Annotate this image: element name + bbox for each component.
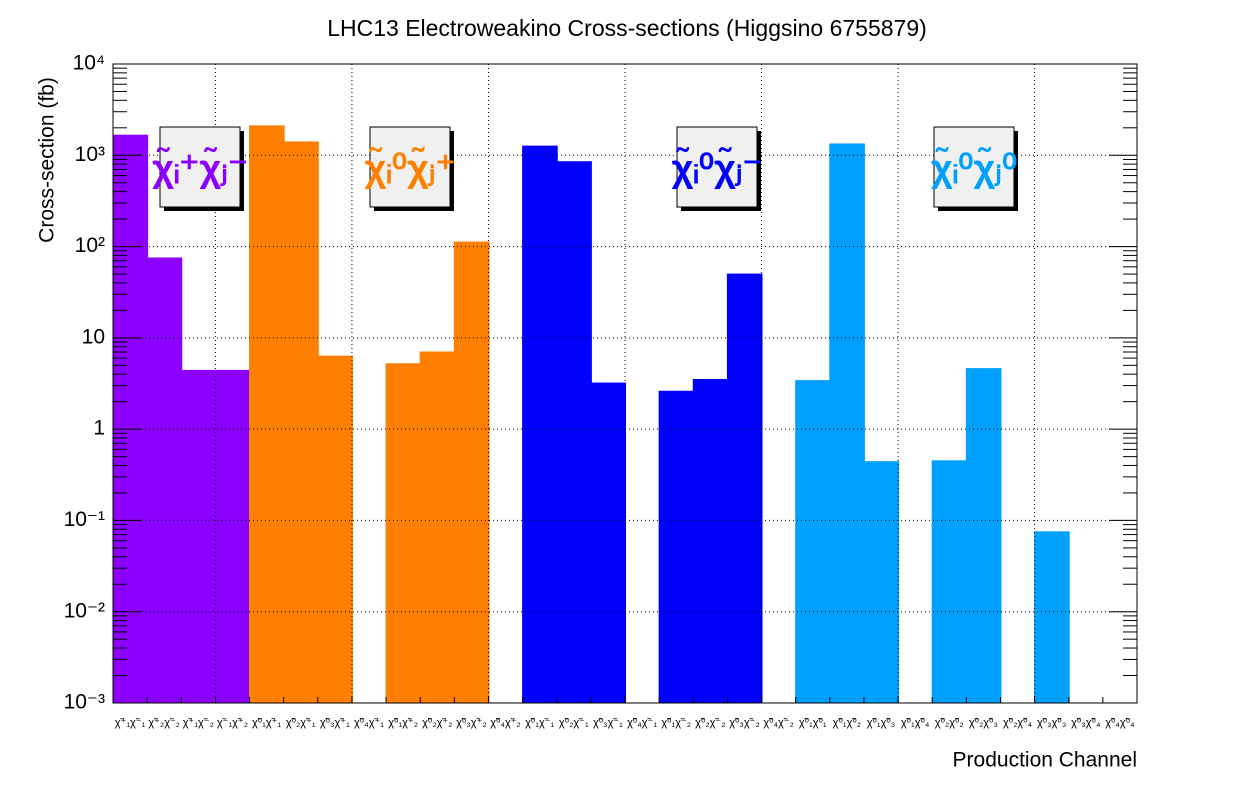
y-tick-label: 10 xyxy=(82,325,105,348)
x-tick-label: χ̃⁰₄χ̃⁻₁ xyxy=(627,717,657,729)
bar xyxy=(214,369,251,704)
x-tick-label: χ̃⁺₁χ̃⁻₁ xyxy=(115,717,146,729)
bar xyxy=(965,368,1002,704)
x-tick-label: χ̃⁰₃χ̃⁻₁ xyxy=(593,717,623,729)
bar xyxy=(317,355,353,704)
x-tick-label: χ̃⁰₁χ̃⁺₁ xyxy=(252,717,281,729)
x-tick-label: χ̃⁰₂χ̃⁻₁ xyxy=(559,717,589,729)
bar xyxy=(658,390,695,704)
bar xyxy=(180,369,217,704)
bar xyxy=(249,125,285,704)
x-tick-label: χ̃⁰₁χ̃⁻₂ xyxy=(661,717,691,729)
x-tick-label: χ̃⁰₂χ̃⁺₂ xyxy=(422,717,452,729)
x-tick-label: χ̃⁰₁χ̃⁰₃ xyxy=(867,717,896,729)
y-tick-label: 1 xyxy=(93,417,105,440)
bar xyxy=(112,134,149,704)
y-tick-label: 10³ xyxy=(75,143,105,166)
bar xyxy=(692,378,729,704)
bar xyxy=(283,141,319,704)
y-axis-label: Cross-section (fb) xyxy=(36,77,59,243)
x-tick-label: χ̃⁰₁χ̃⁰₁ xyxy=(799,717,827,729)
y-tick-label: 10² xyxy=(75,234,105,257)
x-tick-label: χ̃⁰₁χ̃⁻₁ xyxy=(525,717,554,729)
x-tick-label: χ̃⁰₂χ̃⁻₂ xyxy=(695,717,725,729)
bar xyxy=(931,460,968,704)
group-label: χ̃ᵢ⁰χ̃ⱼ⁻ xyxy=(671,146,762,190)
bar xyxy=(146,257,183,704)
label-box xyxy=(159,126,241,208)
group-label: χ̃ᵢ⁰χ̃ⱼ⁰ xyxy=(931,146,1017,190)
bar xyxy=(522,145,558,704)
chart-title: LHC13 Electroweakino Cross-sections (Hig… xyxy=(327,15,927,41)
bar xyxy=(556,161,592,704)
group-label: χ̃ᵢ⁰χ̃ⱼ⁺ xyxy=(364,146,455,190)
x-tick-label: χ̃⁺₂χ̃⁻₂ xyxy=(148,717,180,729)
y-tick-label: 10⁻¹ xyxy=(64,508,105,531)
bar xyxy=(419,351,456,704)
bar xyxy=(453,241,490,704)
bar xyxy=(863,461,900,704)
x-tick-label: χ̃⁰₄χ̃⁺₂ xyxy=(490,717,521,729)
bar xyxy=(829,143,865,704)
bar xyxy=(795,380,831,704)
x-tick-label: χ̃⁰₃χ̃⁰₄ xyxy=(1071,717,1101,729)
x-tick-label: χ̃⁰₂χ̃⁺₁ xyxy=(286,717,316,729)
x-tick-label: χ̃⁰₁χ̃⁰₄ xyxy=(901,717,930,729)
bar xyxy=(726,273,763,704)
plot-frame xyxy=(112,63,1138,704)
x-tick-label: χ̃⁰₂χ̃⁰₂ xyxy=(935,717,964,729)
group-label: χ̃ᵢ⁺χ̃ⱼ⁻ xyxy=(152,146,248,190)
x-axis-label: Production Channel xyxy=(953,749,1137,772)
y-tick-label: 10⁻² xyxy=(64,599,105,622)
y-tick-label: 10⁻³ xyxy=(64,691,105,714)
bar xyxy=(385,363,422,704)
x-tick-label: χ̃⁻₁χ̃⁺₂ xyxy=(217,717,248,729)
bar xyxy=(1034,531,1070,704)
bar xyxy=(590,382,626,704)
label-box xyxy=(933,126,1015,208)
x-tick-label: χ̃⁰₃χ̃⁺₁ xyxy=(320,717,350,729)
x-tick-label: χ̃⁰₃χ̃⁻₂ xyxy=(729,717,760,729)
x-tick-label: χ̃⁰₂χ̃⁰₃ xyxy=(969,717,998,729)
x-tick-label: χ̃⁰₄χ̃⁺₁ xyxy=(354,717,384,729)
x-tick-label: χ̃⁰₂χ̃⁰₄ xyxy=(1003,717,1033,729)
x-tick-label: χ̃⁰₃χ̃⁰₃ xyxy=(1037,717,1066,729)
label-box xyxy=(676,126,758,208)
x-tick-label: χ̃⁰₄χ̃⁰₄ xyxy=(1105,717,1135,729)
x-tick-label: χ̃⁰₄χ̃⁻₂ xyxy=(763,717,794,729)
x-tick-label: χ̃⁰₁χ̃⁺₂ xyxy=(388,717,418,729)
x-tick-label: χ̃⁰₃χ̃⁺₂ xyxy=(456,717,487,729)
y-tick-label: 10⁴ xyxy=(73,52,105,75)
label-box xyxy=(369,126,451,208)
x-tick-label: χ̃⁺₁χ̃⁻₂ xyxy=(183,717,214,729)
x-tick-label: χ̃⁰₁χ̃⁰₂ xyxy=(833,717,861,729)
